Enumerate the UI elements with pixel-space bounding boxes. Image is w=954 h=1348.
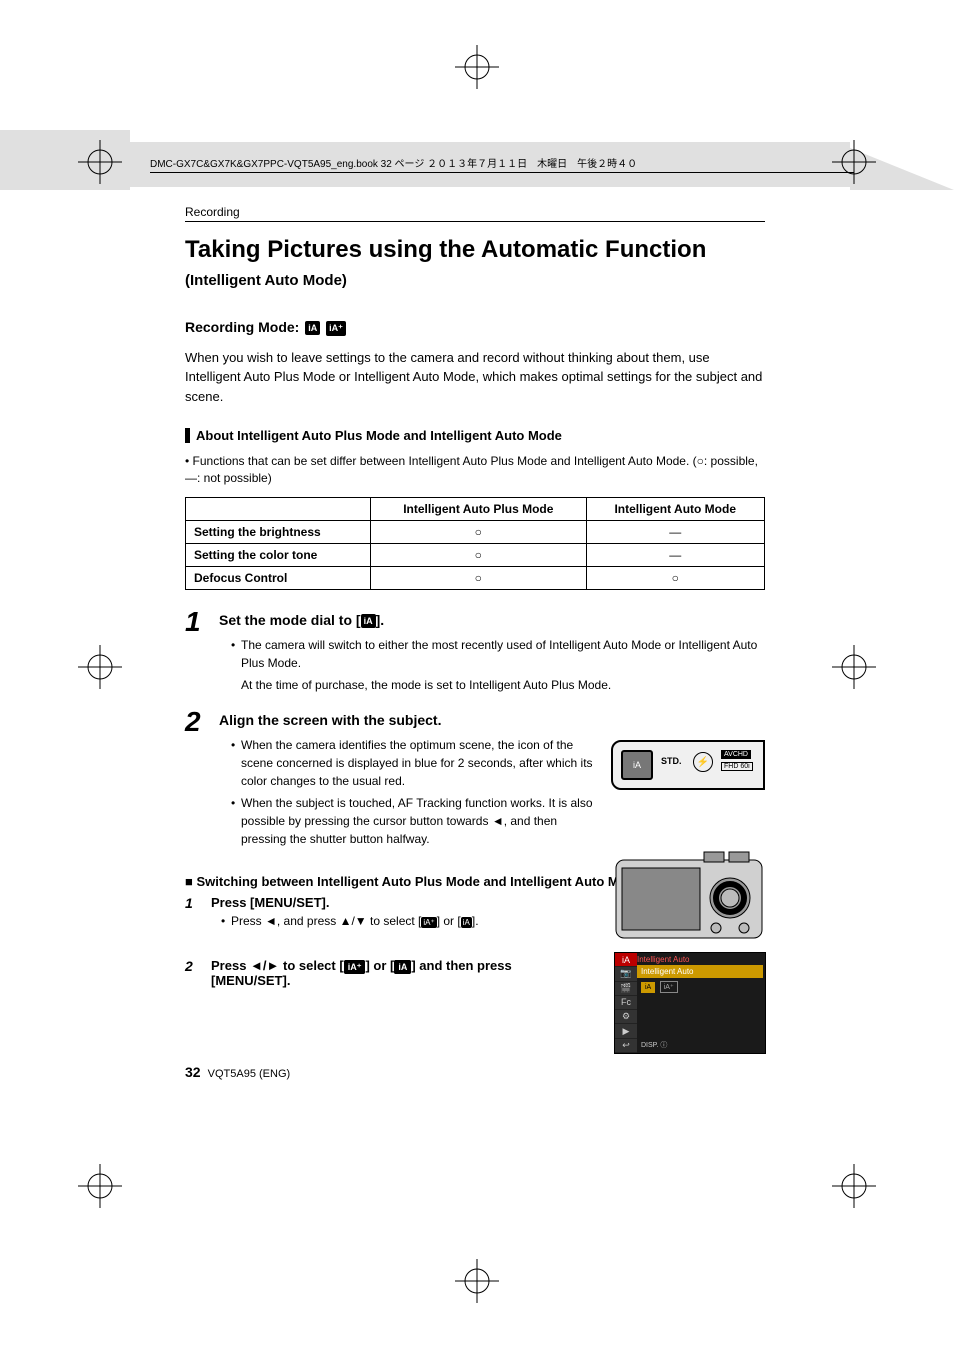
camera-screen-mock: iA STD. ⚡ AVCHD FHD 60i <box>611 740 765 790</box>
camera-back-illustration <box>614 850 764 945</box>
std-label: STD. <box>661 756 682 766</box>
recording-mode-line: Recording Mode: iA iA⁺ <box>185 319 765 336</box>
modes-table: Intelligent Auto Plus Mode Intelligent A… <box>185 497 765 590</box>
page-number: 32 <box>185 1064 201 1080</box>
row-color-label: Setting the color tone <box>186 543 371 566</box>
step-2: 2 Align the screen with the subject. Whe… <box>185 708 765 862</box>
th-blank <box>186 497 371 520</box>
flash-icon: ⚡ <box>693 752 713 772</box>
menu-options: iA iA⁺ <box>641 981 680 993</box>
substep-2-icon-1: iA⁺ <box>344 960 366 974</box>
row-color-iaplus: ○ <box>371 543 586 566</box>
row-color-ia: — <box>586 543 765 566</box>
menu-opt-ia: iA <box>641 982 655 993</box>
crop-mark-icon <box>832 140 876 184</box>
recording-mode-label: Recording Mode: <box>185 319 299 335</box>
crop-mark-icon <box>78 1164 122 1208</box>
substep-2-num: 2 <box>185 958 211 988</box>
substep-1-detail-mid: ] or [ <box>437 914 461 928</box>
step-1: 1 Set the mode dial to [iA]. The camera … <box>185 608 765 704</box>
th-ia: Intelligent Auto Mode <box>586 497 765 520</box>
mode-dial-icon: iA <box>361 614 376 628</box>
crop-mark-icon <box>832 645 876 689</box>
page-subtitle: (Intelligent Auto Mode) <box>185 272 765 289</box>
menu-selected: Intelligent Auto <box>637 965 763 978</box>
page-footer: 32 VQT5A95 (ENG) <box>185 1064 290 1080</box>
crop-mark-icon <box>78 140 122 184</box>
menu-side-ia: iA <box>615 953 637 967</box>
row-brightness-ia: — <box>586 520 765 543</box>
row-defocus-iaplus: ○ <box>371 566 586 589</box>
page-title: Taking Pictures using the Automatic Func… <box>185 236 765 264</box>
avchd-label: AVCHD <box>721 750 751 759</box>
section-label: Recording <box>185 205 765 222</box>
crop-mark-icon <box>455 1259 499 1303</box>
step-2-number: 2 <box>185 708 219 736</box>
step-2-bullet-1: When the camera identifies the optimum s… <box>231 736 601 790</box>
mode-icon-ia-plus: iA⁺ <box>326 321 346 336</box>
menu-screen-mock: iA 📷 🎬 Fc ⚙ ▶ ↩ Intelligent Auto Intelli… <box>614 952 766 1054</box>
substep-2-icon-2: iA <box>394 960 411 974</box>
step-1-title-pre: Set the mode dial to [ <box>219 612 361 628</box>
scene-icon: iA <box>621 750 653 780</box>
substep-2-title: Press ◄/► to select [iA⁺] or [iA] and th… <box>211 958 591 988</box>
crop-mark-icon <box>832 1164 876 1208</box>
row-brightness-iaplus: ○ <box>371 520 586 543</box>
menu-opt-ia-plus: iA⁺ <box>660 981 678 993</box>
crop-mark-icon <box>455 45 499 89</box>
menu-sidebar: iA 📷 🎬 Fc ⚙ ▶ ↩ <box>615 953 637 1053</box>
substep-1-detail-pre: Press ◄, and press ▲/▼ to select [ <box>231 914 421 928</box>
step-2-bullet-2: When the subject is touched, AF Tracking… <box>231 794 601 848</box>
substep-1-num: 1 <box>185 895 211 928</box>
menu-side-fc: Fc <box>615 996 637 1010</box>
step-1-note: At the time of purchase, the mode is set… <box>231 676 765 694</box>
step-1-number: 1 <box>185 608 219 636</box>
intro-paragraph: When you wish to leave settings to the c… <box>185 348 765 407</box>
about-heading: About Intelligent Auto Plus Mode and Int… <box>185 428 765 443</box>
doc-id: VQT5A95 (ENG) <box>208 1068 291 1080</box>
substep-2-title-pre: Press ◄/► to select [ <box>211 958 344 973</box>
menu-side-setup: ⚙ <box>615 1010 637 1024</box>
step-1-title: Set the mode dial to [iA]. <box>219 612 765 628</box>
fhd-label: FHD 60i <box>721 762 753 771</box>
crop-mark-icon <box>78 645 122 689</box>
menu-side-play: ▶ <box>615 1024 637 1038</box>
menu-side-movie: 🎬 <box>615 982 637 996</box>
menu-title: Intelligent Auto <box>637 955 689 964</box>
menu-disp: DISP. ⓘ <box>641 1040 667 1050</box>
menu-side-rec: 📷 <box>615 967 637 981</box>
functions-note: • Functions that can be set differ betwe… <box>185 453 765 487</box>
row-defocus-ia: ○ <box>586 566 765 589</box>
step-1-bullet: The camera will switch to either the mos… <box>231 636 765 672</box>
row-brightness-label: Setting the brightness <box>186 520 371 543</box>
substep-2-title-mid: ] or [ <box>365 958 394 973</box>
substep-1-icon-2: iA <box>461 917 472 928</box>
menu-side-back: ↩ <box>615 1039 637 1053</box>
th-iaplus: Intelligent Auto Plus Mode <box>371 497 586 520</box>
print-header-line: DMC-GX7C&GX7K&GX7PPC-VQT5A95_eng.book 32… <box>150 155 854 173</box>
step-2-title: Align the screen with the subject. <box>219 712 765 728</box>
substep-1-detail-post: ]. <box>472 914 479 928</box>
row-defocus-label: Defocus Control <box>186 566 371 589</box>
mode-icon-ia: iA <box>305 321 320 335</box>
step-1-title-post: ]. <box>376 612 385 628</box>
substep-1-icon-1: iA⁺ <box>421 917 436 928</box>
